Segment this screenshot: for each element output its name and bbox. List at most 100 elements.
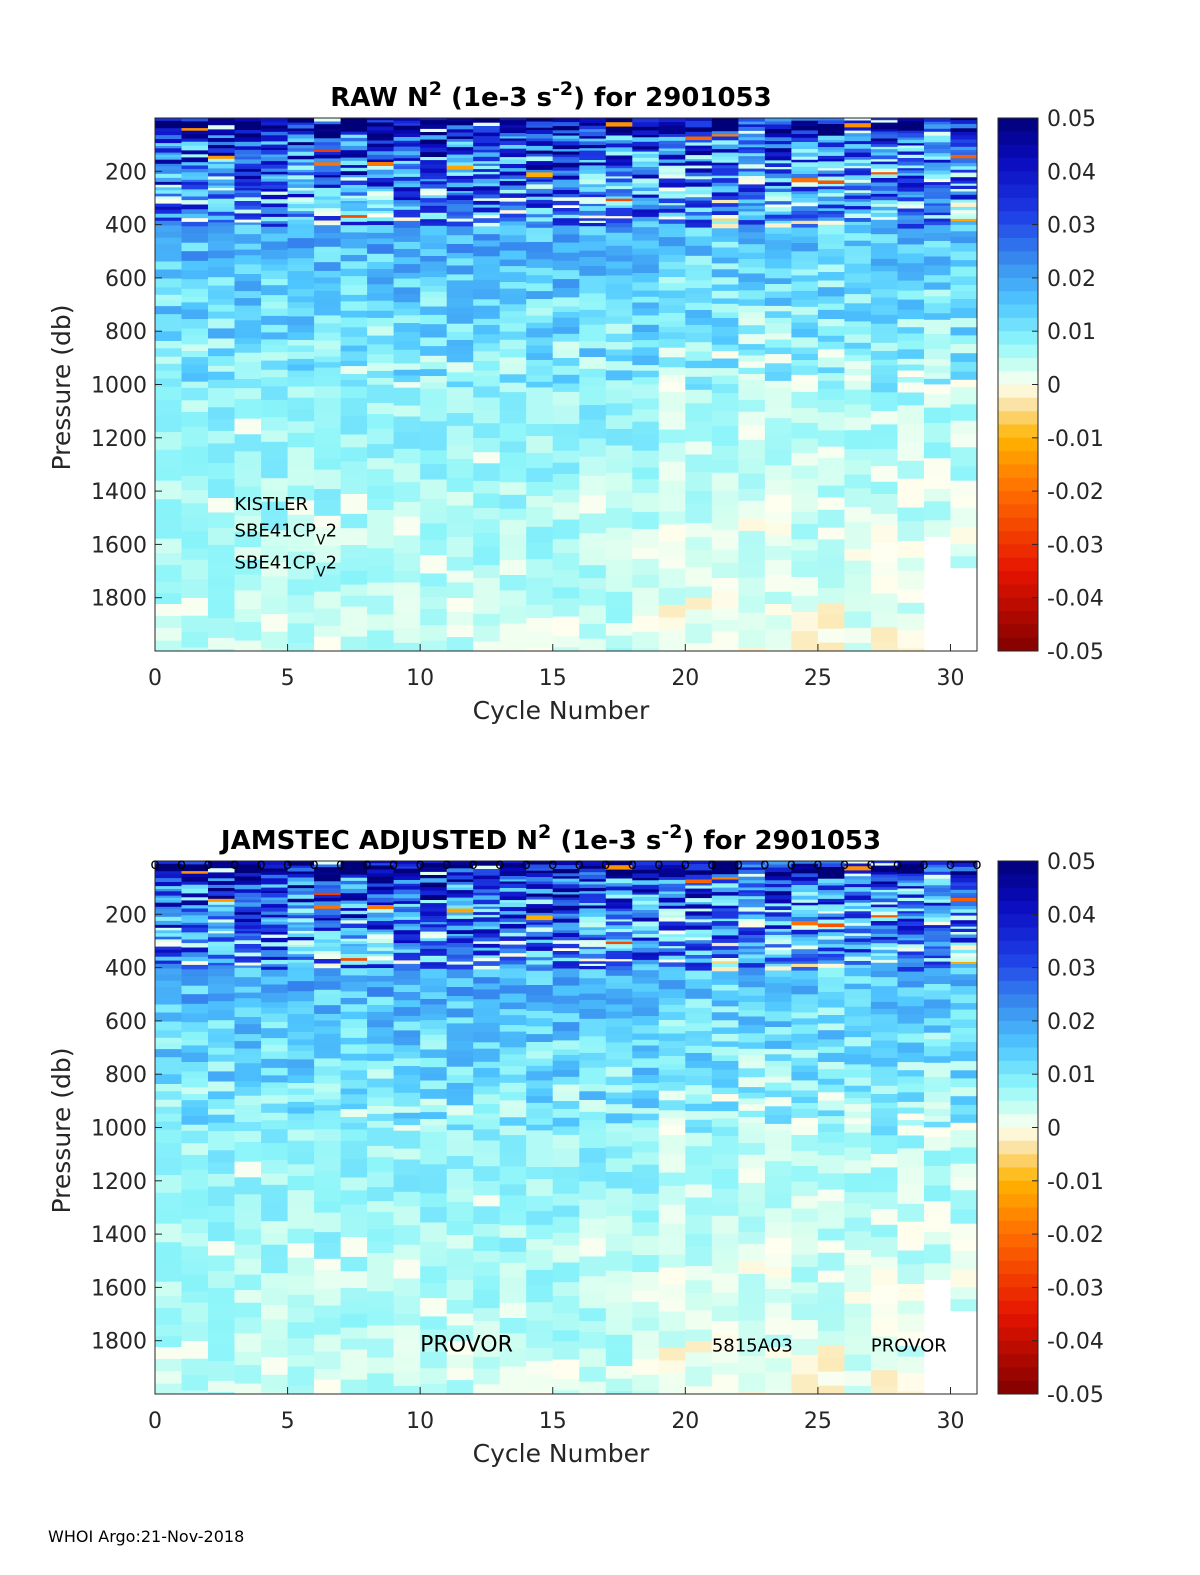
heatmap-cell: [499, 960, 527, 965]
heatmap-cell: [685, 454, 713, 473]
heatmap-cell: [287, 905, 315, 909]
heatmap-cell: [155, 518, 182, 540]
heatmap-cell: [658, 174, 686, 179]
heatmap-cell: [817, 152, 845, 157]
heatmap-cell: [870, 1040, 898, 1049]
heatmap-cell: [181, 1031, 209, 1041]
heatmap-cell: [234, 1274, 262, 1291]
heatmap-cell: [950, 285, 978, 292]
heatmap-cell: [924, 1166, 951, 1186]
heatmap-cell: [870, 155, 898, 160]
heatmap-cell: [738, 195, 766, 200]
heatmap-cell: [924, 153, 951, 157]
heatmap-cell: [817, 1213, 845, 1229]
heatmap-cell: [367, 221, 394, 226]
heatmap-cell: [685, 1184, 713, 1198]
heatmap-cell: [499, 382, 527, 393]
heatmap-cell: [446, 1188, 474, 1203]
heatmap-cell: [632, 921, 660, 927]
heatmap-cell: [711, 426, 739, 447]
heatmap-cell: [817, 457, 845, 471]
heatmap-cell: [340, 1088, 368, 1095]
heatmap-cell: [367, 428, 394, 445]
y-tick-label: 1400: [91, 480, 147, 505]
heatmap-cell: [340, 1070, 368, 1081]
heatmap-cell: [738, 914, 766, 920]
heatmap-cell: [552, 1245, 580, 1263]
chart-title: JAMSTEC ADJUSTED N2 (1e-3 s-2) for 29010…: [219, 821, 881, 856]
heatmap-cell: [446, 141, 474, 146]
heatmap-cell: [605, 932, 633, 937]
heatmap-cell: [764, 992, 792, 1003]
heatmap-cell: [420, 512, 448, 524]
heatmap-cell: [738, 967, 766, 976]
heatmap-cell: [605, 944, 633, 949]
heatmap-cell: [181, 184, 209, 190]
heatmap-cell: [685, 1053, 713, 1062]
heatmap-cell: [764, 465, 792, 481]
heatmap-cell: [155, 1308, 182, 1326]
heatmap-cell: [764, 1040, 792, 1050]
heatmap-cell: [287, 954, 315, 958]
heatmap-cell: [924, 1018, 951, 1026]
heatmap-cell: [181, 191, 209, 197]
heatmap-cell: [234, 1302, 262, 1318]
heatmap-cell: [685, 168, 713, 173]
heatmap-cell: [711, 1273, 739, 1293]
heatmap-cell: [605, 155, 633, 160]
heatmap-cell: [526, 1250, 554, 1271]
heatmap-cell: [632, 512, 660, 530]
heatmap-cell: [420, 376, 448, 383]
heatmap-cell: [181, 647, 209, 652]
heatmap-cell: [711, 144, 739, 150]
colorbar-tick-label: 0.01: [1047, 1063, 1096, 1088]
heatmap-cell: [817, 602, 845, 615]
heatmap-cell: [738, 1273, 766, 1287]
heatmap-cell: [870, 933, 898, 938]
heatmap-cell: [393, 315, 421, 324]
heatmap-cell: [658, 411, 686, 430]
heatmap-cell: [897, 1033, 925, 1043]
heatmap-cell: [897, 962, 925, 968]
heatmap-cell: [685, 121, 713, 125]
heatmap-cell: [685, 922, 713, 926]
heatmap-cell: [473, 305, 501, 313]
heatmap-cell: [420, 291, 448, 298]
heatmap-cell: [844, 449, 872, 461]
heatmap-cell: [314, 608, 341, 627]
heatmap-cell: [526, 252, 554, 260]
heatmap-cell: [817, 883, 845, 886]
heatmap-cell: [526, 127, 554, 131]
heatmap-cell: [473, 132, 501, 137]
heatmap-cell: [817, 1015, 845, 1024]
heatmap-cell: [420, 915, 448, 920]
heatmap-cell: [817, 1116, 845, 1125]
heatmap-cell: [261, 648, 288, 652]
heatmap-cell: [817, 412, 845, 431]
heatmap-cell: [552, 1262, 580, 1283]
heatmap-cell: [473, 423, 501, 439]
heatmap-cell: [632, 209, 660, 213]
heatmap-cell: [791, 478, 819, 493]
heatmap-cell: [314, 1099, 341, 1106]
heatmap-cell: [393, 1354, 421, 1372]
heatmap-cell: [314, 356, 341, 363]
heatmap-cell: [844, 1104, 872, 1113]
heatmap-cell: [367, 1212, 394, 1230]
heatmap-cell: [287, 289, 315, 297]
heatmap-cell: [685, 1031, 713, 1038]
heatmap-cell: [685, 150, 713, 156]
heatmap-cell: [499, 918, 527, 923]
heatmap-cell: [844, 902, 872, 907]
heatmap-cell: [870, 411, 898, 425]
heatmap-cell: [711, 892, 739, 896]
colorbar-segment: [998, 304, 1038, 319]
heatmap-cell: [314, 203, 341, 209]
heatmap-cell: [420, 597, 448, 610]
heatmap-cell: [605, 132, 633, 136]
heatmap-cell: [287, 358, 315, 365]
heatmap-cell: [446, 1089, 474, 1097]
heatmap-cell: [579, 1036, 607, 1046]
cycle-marker: o: [654, 855, 663, 873]
heatmap-cell: [208, 328, 235, 339]
